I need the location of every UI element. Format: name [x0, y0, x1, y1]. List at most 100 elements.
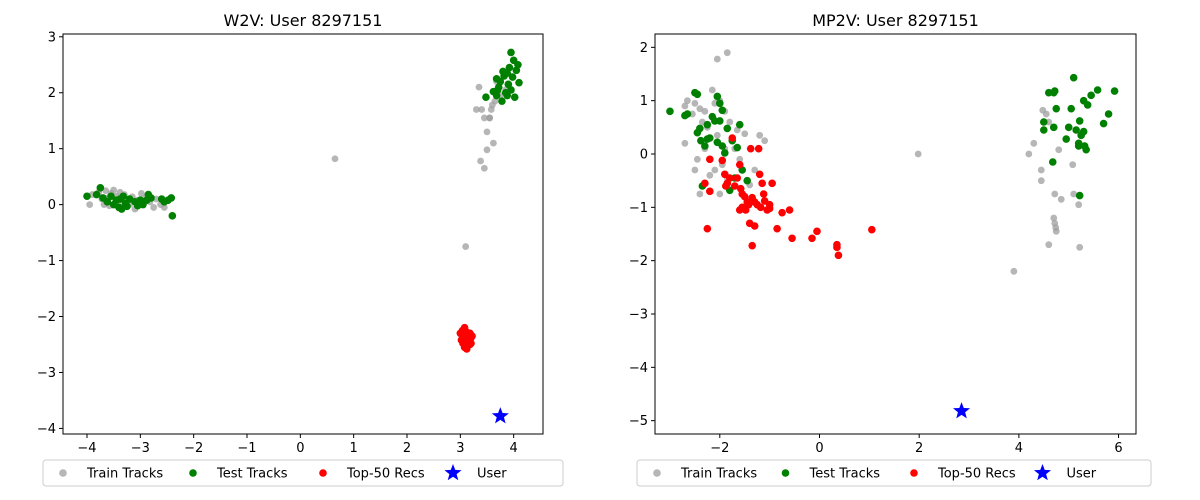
data-point [761, 137, 769, 145]
legend-label: User [477, 467, 507, 482]
x-tick-label: 4 [1015, 441, 1023, 456]
y-tick-label: −4 [629, 361, 648, 376]
data-point [483, 128, 491, 136]
data-point [755, 170, 764, 179]
data-point [1052, 104, 1061, 113]
data-point [693, 155, 701, 163]
y-tick-label: −3 [37, 366, 56, 381]
data-point [492, 74, 501, 83]
data-point [480, 114, 488, 122]
data-point [96, 184, 105, 192]
data-point [86, 201, 94, 209]
data-point [756, 203, 765, 212]
legend-marker [59, 469, 67, 477]
y-tick: −3 [629, 308, 655, 323]
data-point [768, 179, 776, 188]
data-point [1093, 86, 1102, 94]
data-point [508, 73, 517, 81]
data-point [706, 187, 714, 196]
data-point [160, 204, 168, 211]
data-point [868, 225, 876, 234]
data-point [718, 156, 727, 165]
legend-entry: User [1033, 464, 1097, 482]
data-point [475, 83, 483, 91]
data-point [703, 224, 712, 233]
data-point [720, 149, 729, 157]
x-tick: −3 [131, 434, 150, 456]
data-point [499, 67, 507, 76]
data-point [713, 131, 721, 139]
data-point [808, 234, 816, 243]
data-point [514, 60, 522, 69]
legend: Train Tracks Test Tracks Top-50 Recs User [42, 459, 564, 487]
data-point [503, 91, 512, 100]
data-point [103, 198, 112, 206]
legend-marker [653, 469, 661, 477]
legend-entry: Test Tracks [189, 467, 288, 482]
data-point [735, 120, 744, 129]
series-user [952, 402, 971, 419]
data-point [666, 107, 674, 116]
x-tick-label: −2 [184, 441, 203, 456]
legend-marker [189, 469, 197, 477]
legend: Train Tracks Test Tracks Top-50 Recs User [636, 459, 1152, 487]
chart-panel-2: MP2V: User 8297151 −2 0 2 4 6 −5 −4 −3 −2 −1 0 1 2 Tra… [629, 11, 1152, 487]
y-tick: −2 [37, 310, 63, 325]
data-point [1037, 177, 1045, 185]
data-point [681, 139, 689, 147]
x-tick: 0 [815, 434, 824, 456]
data-point [1110, 87, 1119, 95]
data-point [681, 102, 689, 110]
data-point [746, 144, 755, 153]
data-point [478, 106, 486, 113]
x-tick-label: 2 [403, 441, 411, 456]
data-point [701, 107, 709, 115]
data-point [1039, 106, 1047, 114]
data-point [735, 206, 744, 214]
data-point [785, 206, 794, 214]
chart-panel-1: W2V: User 8297151 −4 −3 −2 −1 0 1 2 3 4 −4 −3 −2 −1 0 1… [37, 11, 564, 487]
data-point [136, 196, 145, 204]
data-point [487, 106, 495, 113]
x-tick-label: 1 [350, 441, 358, 456]
data-point [708, 86, 716, 94]
y-tick: 0 [640, 148, 655, 163]
data-point [744, 200, 753, 209]
data-point [468, 332, 476, 340]
axes-frame [654, 33, 1137, 435]
x-tick-label: 2 [915, 441, 923, 456]
data-point [711, 166, 719, 174]
data-point [733, 174, 742, 182]
x-tick-label: −1 [237, 441, 256, 456]
data-point [150, 204, 158, 211]
y-tick-label: −3 [629, 308, 648, 323]
data-point [758, 179, 766, 188]
data-point [505, 63, 514, 72]
y-tick: 2 [48, 86, 63, 101]
data-point [472, 106, 480, 113]
data-point [759, 190, 768, 198]
legend-marker-star [1033, 464, 1052, 481]
data-point [486, 114, 494, 122]
data-point [834, 251, 843, 260]
legend-label: User [1067, 467, 1097, 482]
legend-label: Top-50 Recs [346, 467, 425, 482]
legend-label: Top-50 Recs [937, 467, 1016, 482]
data-point [1051, 190, 1059, 198]
legend-entry: Train Tracks [653, 467, 757, 482]
data-point [1075, 191, 1084, 200]
data-point [1076, 243, 1084, 251]
x-tick: 2 [403, 434, 411, 456]
data-point [1074, 142, 1083, 150]
y-tick: −1 [629, 201, 655, 216]
data-point [765, 204, 774, 213]
data-point [1075, 201, 1083, 209]
data-point [748, 241, 756, 250]
data-point [1025, 150, 1033, 158]
y-tick-label: 0 [48, 198, 56, 213]
y-tick-label: 1 [640, 94, 648, 109]
data-point [788, 234, 796, 243]
data-point [716, 190, 724, 198]
data-point [756, 131, 764, 139]
y-tick-label: −5 [629, 414, 648, 429]
